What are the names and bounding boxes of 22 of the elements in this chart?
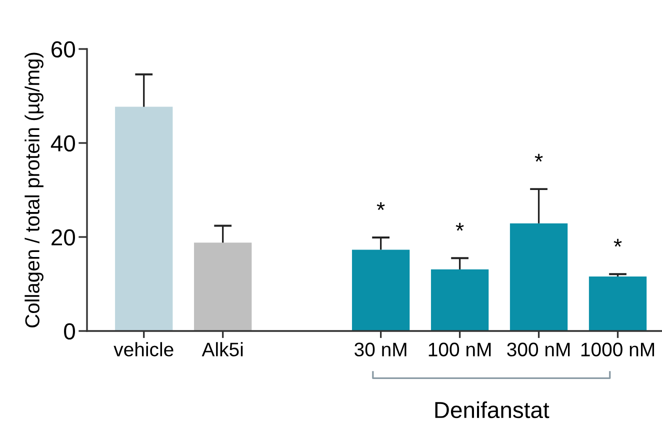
annotation: * [534, 154, 543, 162]
annotation: * [614, 238, 622, 247]
x-tick-label: Alk5i [202, 342, 243, 356]
annotation: * [456, 222, 464, 231]
x-tick-label: 1000 nM [581, 342, 654, 356]
y-tick-label: 40 [50, 135, 75, 152]
y-axis-title: Collagen / total protein (µg/mg) [24, 52, 44, 328]
y-tick-label: 0 [64, 323, 75, 340]
y-tick-label: 20 [52, 229, 75, 246]
y-tick-label: 60 [52, 41, 75, 58]
bar [352, 250, 410, 331]
bar [194, 242, 252, 331]
bar [115, 106, 173, 331]
x-tick-label: 30 nM [354, 342, 406, 356]
x-tick-label: 100 nM [428, 342, 491, 356]
bar [588, 276, 647, 331]
text: Denifanstat [435, 401, 550, 418]
bar [430, 269, 489, 331]
x-tick-label: vehicle [114, 342, 174, 356]
bar [510, 223, 568, 331]
x-tick-label: 300 nM [507, 342, 570, 356]
annotation: * [376, 202, 385, 210]
